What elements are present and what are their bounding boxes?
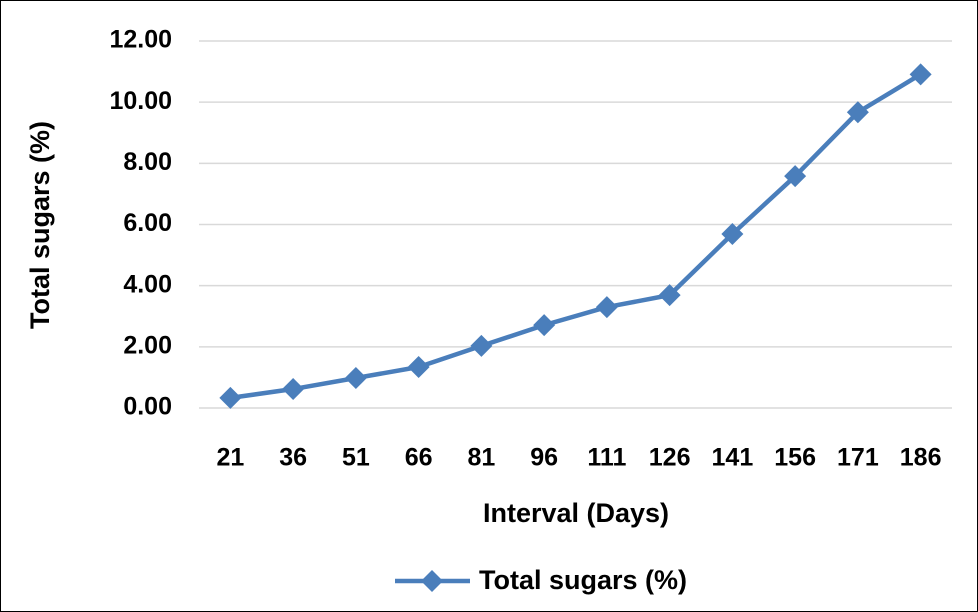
y-tick-label: 4.00 [123,270,172,298]
data-point [846,101,869,124]
y-tick-label: 6.00 [123,209,172,237]
legend-marker [421,570,443,592]
x-tick-label: 96 [530,444,558,472]
x-tick-label: 171 [837,444,879,472]
data-point [721,222,744,245]
y-tick-label: 2.00 [123,331,172,359]
data-point [407,356,430,379]
data-point [533,314,556,337]
x-tick-label: 66 [405,444,433,472]
y-tick-label: 0.00 [123,393,172,421]
data-point [595,296,618,319]
x-tick-label: 111 [587,444,626,472]
data-point [470,334,493,357]
legend-label: Total sugars (%) [479,565,687,595]
x-axis-title: Interval (Days) [483,498,669,528]
data-point [344,367,367,390]
x-tick-label: 51 [342,444,370,472]
y-axis-title: Total sugars (%) [25,121,55,329]
data-point [282,378,305,401]
data-point [909,63,932,86]
x-tick-label: 126 [649,444,691,472]
x-tick-label: 21 [216,444,244,472]
x-tick-label: 36 [279,444,307,472]
data-point [784,165,807,188]
x-tick-label: 141 [712,444,754,472]
x-tick-label: 81 [467,444,495,472]
y-tick-label: 8.00 [123,148,172,176]
y-tick-label: 12.00 [109,26,172,54]
data-point [219,386,242,409]
data-line [230,72,922,401]
x-tick-label: 156 [774,444,816,472]
data-point [658,284,681,307]
x-tick-label: 186 [900,444,942,472]
y-tick-label: 10.00 [109,87,172,115]
